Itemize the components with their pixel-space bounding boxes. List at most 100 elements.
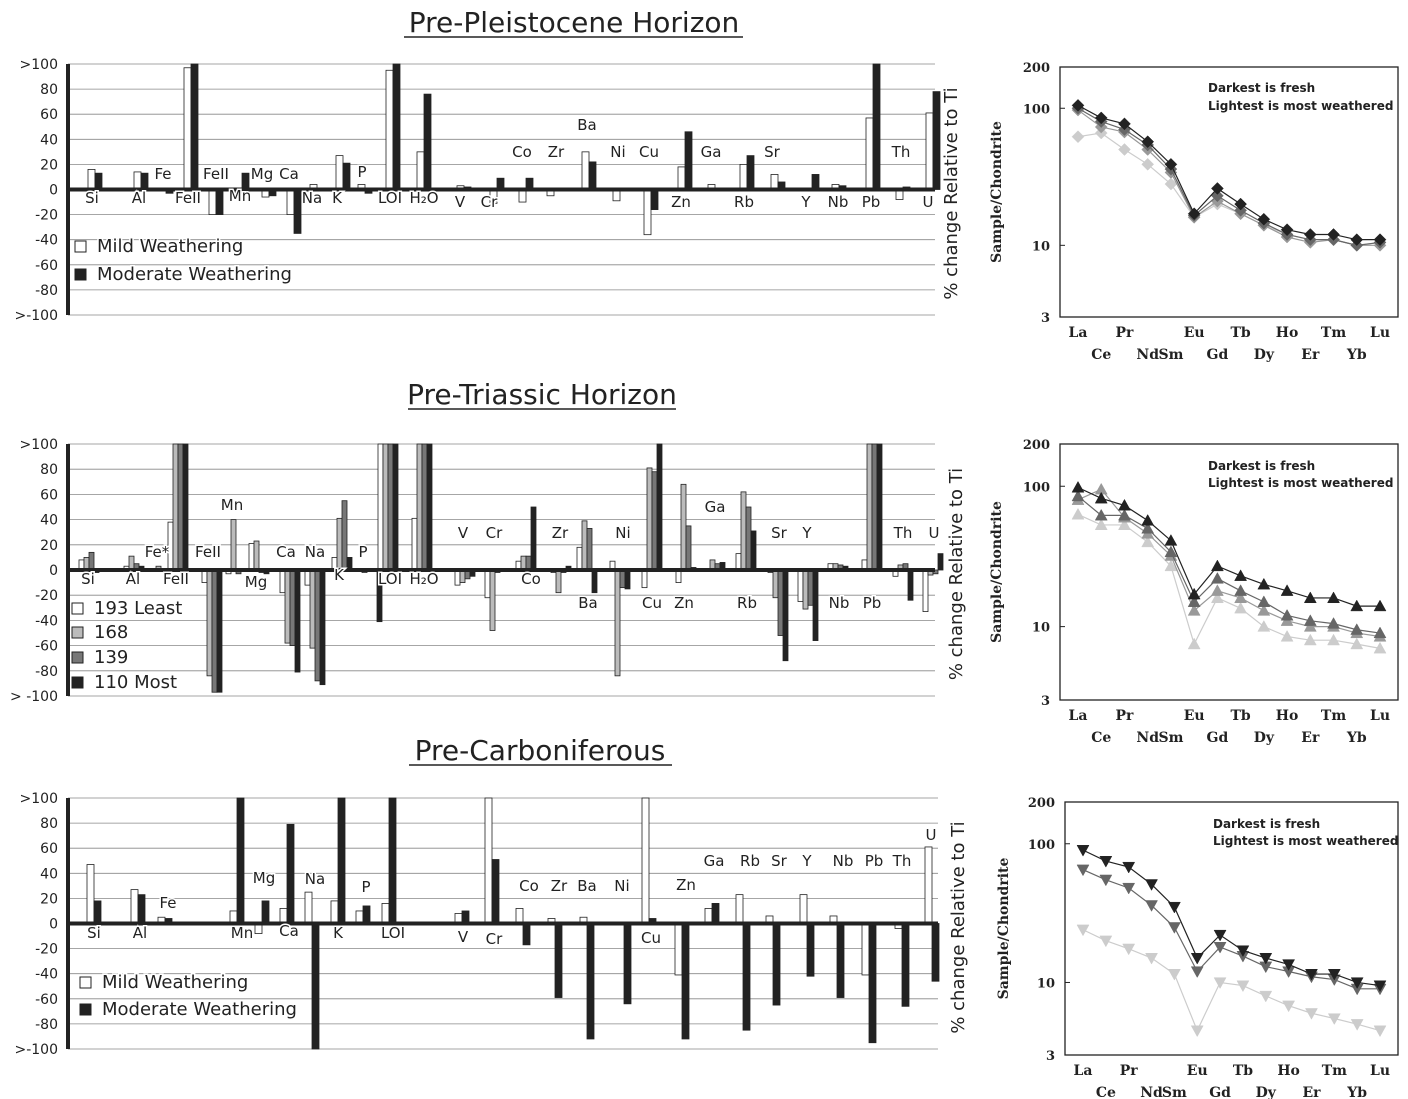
- ree-y-tick: 3: [1041, 694, 1050, 709]
- bar: [525, 555, 532, 571]
- legend-swatch: [74, 240, 87, 253]
- ree-x-label: Gd: [1207, 347, 1229, 363]
- ree-marker: [1303, 228, 1317, 241]
- category-label: Cr: [481, 193, 498, 211]
- category-label: Th: [891, 143, 911, 161]
- ree-marker: [1280, 608, 1294, 621]
- bar: [646, 467, 653, 571]
- ree-marker: [1211, 189, 1224, 203]
- y-tick-label: -80: [35, 283, 58, 299]
- ree-marker: [1076, 845, 1090, 857]
- ree-x-label: La: [1069, 325, 1088, 341]
- bar: [868, 923, 877, 1044]
- bar: [588, 161, 597, 190]
- bar: [624, 569, 631, 590]
- bar-chart-0: Pre-Pleistocene Horizon >100 80 60 40 20 0 -20 -…: [14, 6, 962, 324]
- y-tick-label: 0: [49, 183, 58, 199]
- category-label: H₂O: [409, 570, 438, 588]
- category-label: Al: [132, 189, 146, 207]
- category-label: FeII: [163, 570, 189, 588]
- legend-label: 168: [94, 622, 128, 643]
- ree-y-axis-title: Sample/Chondrite: [989, 121, 1005, 263]
- bar: [650, 189, 659, 210]
- category-label: Nb: [829, 594, 850, 612]
- category-label: Zr: [552, 524, 569, 542]
- ree-marker: [1259, 952, 1273, 965]
- y-tick-label: 60: [40, 107, 58, 123]
- y-tick-label: -40: [35, 613, 58, 629]
- ree-marker: [1373, 626, 1387, 639]
- y-tick-label: -80: [35, 1017, 58, 1033]
- ree-marker: [1099, 874, 1113, 887]
- category-label: Ca: [279, 165, 299, 183]
- ree-y-tick: 200: [1023, 438, 1050, 453]
- bar: [812, 569, 819, 641]
- ree-x-label: Eu: [1187, 1063, 1208, 1079]
- ree-x-label: Lu: [1370, 708, 1390, 724]
- bar: [330, 900, 339, 924]
- ree-frame: [1059, 443, 1399, 701]
- category-label: Pb: [865, 852, 884, 870]
- ree-marker: [1094, 508, 1108, 521]
- ree-marker: [1164, 534, 1178, 546]
- ree-x-label: Pr: [1116, 708, 1135, 724]
- y-tick-label: 80: [40, 82, 58, 98]
- ree-note-weathered: Lightest is most weathered: [1208, 99, 1393, 113]
- bar: [392, 63, 401, 190]
- ree-marker: [1210, 584, 1224, 596]
- bar: [128, 555, 135, 571]
- legend-label: 193 Least: [94, 598, 182, 619]
- ree-marker: [1305, 1008, 1318, 1020]
- y-tick-label: 80: [40, 816, 58, 832]
- bar: [750, 530, 757, 571]
- ree-x-label: Sm: [1158, 347, 1183, 363]
- category-label: P: [361, 878, 370, 896]
- bar: [520, 555, 527, 571]
- category-label: K: [334, 566, 345, 584]
- category-label: V: [458, 524, 469, 542]
- bar: [182, 443, 189, 571]
- bar: [651, 471, 658, 571]
- ree-marker: [1257, 604, 1271, 616]
- bar: [381, 903, 390, 924]
- ree-marker: [1071, 489, 1085, 502]
- ree-marker: [1071, 130, 1085, 144]
- bar: [742, 923, 751, 1031]
- ree-note-weathered: Lightest is most weathered: [1208, 476, 1393, 490]
- category-label: Ga: [701, 143, 722, 161]
- category-label: Cr: [486, 524, 503, 542]
- y-tick-label: -60: [35, 639, 58, 655]
- ree-marker: [1118, 143, 1131, 156]
- category-label: Pb: [863, 594, 882, 612]
- ree-marker: [1071, 99, 1085, 112]
- bar: [484, 569, 491, 599]
- bar: [872, 63, 881, 190]
- ree-marker: [1234, 601, 1248, 614]
- ree-x-label: Sm: [1158, 730, 1183, 746]
- category-label: Ni: [610, 143, 625, 161]
- bar: [362, 905, 371, 924]
- bar: [423, 93, 432, 190]
- category-label: LOI: [378, 189, 402, 207]
- ree-marker: [1280, 630, 1294, 642]
- category-label: K: [333, 924, 344, 942]
- bar: [341, 500, 348, 571]
- ree-marker: [1122, 943, 1136, 956]
- ree-marker: [1167, 969, 1181, 981]
- ree-marker: [1187, 637, 1201, 650]
- category-label: Rb: [737, 594, 757, 612]
- category-label: Nb: [828, 193, 849, 211]
- ree-y-tick: 10: [1032, 621, 1050, 636]
- bar: [416, 151, 425, 190]
- ree-marker: [1211, 182, 1224, 195]
- bar: [770, 174, 779, 190]
- bar: [454, 569, 461, 586]
- bar: [289, 569, 296, 646]
- legend-label: Moderate Weathering: [102, 999, 297, 1020]
- ree-marker: [1327, 617, 1340, 629]
- ree-x-label: Pr: [1116, 325, 1135, 341]
- ree-marker: [1190, 952, 1204, 965]
- ree-marker: [1280, 223, 1294, 237]
- category-label: Y: [801, 524, 812, 542]
